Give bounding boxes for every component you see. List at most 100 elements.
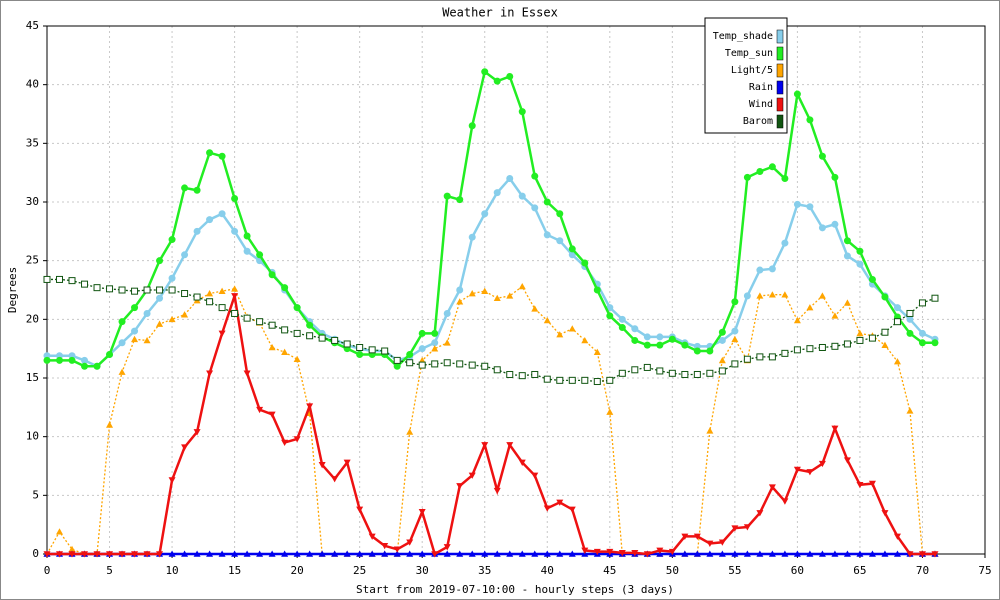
- point: [806, 550, 814, 557]
- point: [306, 332, 314, 340]
- point: [218, 550, 226, 557]
- point: [843, 340, 851, 348]
- point: [643, 341, 651, 349]
- point: [918, 329, 926, 337]
- point: [418, 508, 426, 516]
- point: [518, 108, 526, 116]
- point: [743, 550, 751, 557]
- point: [431, 360, 439, 368]
- point: [931, 551, 939, 558]
- point: [231, 309, 239, 317]
- x-tick-label: 30: [416, 564, 429, 577]
- point: [781, 239, 789, 247]
- point: [281, 439, 289, 447]
- point: [856, 336, 864, 344]
- x-tick-label: 70: [916, 564, 929, 577]
- x-tick-label: 75: [978, 564, 991, 577]
- point: [293, 329, 301, 337]
- point: [243, 370, 251, 377]
- point: [643, 551, 651, 558]
- point: [531, 204, 539, 212]
- point: [168, 274, 176, 282]
- point: [118, 551, 126, 558]
- point: [443, 544, 451, 551]
- point: [781, 550, 789, 557]
- point: [143, 336, 151, 344]
- point: [156, 551, 164, 558]
- x-tick-label: 0: [44, 564, 51, 577]
- point: [606, 548, 614, 556]
- point: [731, 525, 739, 532]
- point: [56, 528, 64, 535]
- point: [681, 550, 689, 557]
- point: [168, 550, 176, 557]
- point: [431, 329, 439, 337]
- legend-label: Temp_shade: [713, 31, 773, 42]
- point: [493, 189, 501, 197]
- point: [843, 550, 851, 557]
- point: [556, 331, 564, 338]
- point: [456, 298, 464, 305]
- point: [818, 292, 826, 299]
- x-tick-label: 35: [478, 564, 491, 577]
- point: [831, 425, 839, 432]
- point: [193, 186, 201, 194]
- point: [268, 550, 276, 557]
- point: [168, 286, 176, 294]
- point: [131, 335, 139, 343]
- legend-label: Temp_sun: [725, 48, 773, 59]
- point: [381, 347, 389, 355]
- point: [481, 68, 489, 76]
- point: [781, 349, 789, 357]
- point: [843, 457, 851, 464]
- point: [106, 351, 114, 359]
- point: [481, 362, 489, 370]
- point: [668, 335, 676, 343]
- legend-label: Barom: [743, 116, 773, 127]
- point: [468, 122, 476, 130]
- legend-swatch: [776, 46, 784, 61]
- point: [806, 345, 814, 353]
- point: [431, 339, 439, 347]
- point: [818, 343, 826, 351]
- point: [406, 428, 414, 435]
- point: [781, 175, 789, 183]
- point: [106, 285, 114, 293]
- point: [443, 359, 451, 367]
- point: [506, 175, 514, 183]
- point: [206, 550, 214, 557]
- point: [256, 550, 264, 557]
- x-tick-label: 15: [228, 564, 241, 577]
- point: [581, 376, 589, 384]
- point: [768, 163, 776, 171]
- y-axis-label: Degrees: [6, 267, 19, 313]
- point: [443, 309, 451, 317]
- point: [56, 356, 64, 364]
- chart-title: Weather in Essex: [442, 6, 558, 20]
- point: [431, 551, 439, 558]
- point: [906, 329, 914, 337]
- point: [706, 550, 714, 557]
- point: [156, 257, 164, 265]
- legend-swatch: [776, 114, 784, 129]
- point: [793, 346, 801, 354]
- point: [256, 406, 264, 414]
- point: [43, 356, 51, 364]
- point: [318, 462, 326, 469]
- point: [143, 286, 151, 294]
- legend-swatch: [776, 29, 784, 44]
- point: [606, 408, 614, 415]
- point: [631, 336, 639, 344]
- point: [93, 284, 101, 292]
- point: [781, 291, 789, 298]
- point: [543, 231, 551, 239]
- point: [631, 325, 639, 333]
- point: [793, 317, 801, 324]
- point: [718, 336, 726, 344]
- point: [231, 550, 239, 557]
- point: [56, 551, 64, 558]
- point: [606, 376, 614, 384]
- point: [181, 444, 189, 451]
- point: [506, 550, 514, 557]
- x-tick-label: 65: [853, 564, 866, 577]
